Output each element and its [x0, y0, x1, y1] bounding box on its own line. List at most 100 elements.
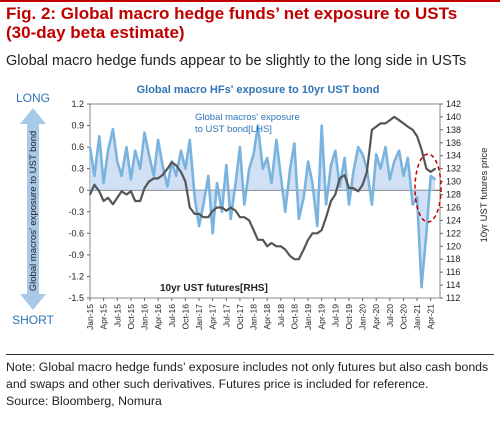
futures-point: [289, 255, 291, 257]
x-tick-label: Jan-17: [194, 304, 204, 330]
exposure-point: [225, 164, 228, 166]
x-tick-label: Jan-15: [85, 304, 95, 330]
exposure-point: [243, 203, 246, 206]
exposure-point: [248, 167, 251, 170]
x-tick-label: Jan-20: [358, 304, 368, 330]
futures-point: [257, 239, 259, 241]
note-text: Note: Global macro hedge funds’ exposure…: [6, 360, 489, 391]
exposure-point: [289, 167, 291, 170]
futures-point: [93, 184, 96, 186]
exposure-point: [89, 146, 91, 149]
exposure-point: [129, 178, 132, 181]
exposure-point: [425, 232, 428, 235]
futures-point: [330, 200, 332, 202]
exposure-point: [279, 174, 282, 177]
futures-point: [207, 216, 210, 218]
exposure-point: [120, 174, 123, 177]
right-tick-label: 132: [446, 164, 461, 174]
left-tick-label: -1.2: [68, 271, 84, 281]
exposure-point: [311, 182, 314, 184]
long-label: LONG: [16, 91, 50, 105]
footer-note: Note: Global macro hedge funds’ exposure…: [6, 359, 494, 410]
futures-point: [107, 196, 109, 199]
exposure-point: [216, 182, 218, 184]
x-tick-label: Jan-18: [249, 304, 259, 330]
exposure-point: [302, 196, 305, 199]
exposure-point: [175, 174, 178, 177]
exposure-point: [221, 210, 223, 213]
exposure-point: [325, 203, 327, 206]
exposure-point: [157, 139, 160, 141]
right-tick-label: 140: [446, 112, 461, 122]
futures-point: [366, 171, 368, 173]
exposure-point: [384, 146, 387, 149]
futures-point: [89, 193, 91, 196]
futures-point: [98, 190, 101, 193]
exposure-point: [193, 196, 196, 199]
futures-point: [307, 239, 309, 241]
exposure-point: [252, 153, 255, 156]
exposure-point: [93, 174, 96, 177]
futures-point: [284, 248, 286, 251]
exposure-point: [134, 149, 137, 152]
futures-point: [125, 193, 128, 196]
chart-title: Global macro HFs' exposure to 10yr UST b…: [137, 84, 380, 96]
futures-point: [398, 119, 400, 121]
exposure-point: [188, 139, 191, 141]
exposure-point: [107, 149, 109, 152]
footer-divider: [6, 354, 494, 355]
futures-point: [311, 232, 314, 235]
futures-point: [134, 200, 137, 202]
x-tick-label: Jul-17: [221, 304, 231, 327]
left-tick-label: -0.3: [68, 207, 84, 217]
arrow-shape: [20, 108, 46, 310]
legend-exposure-line1: Global macros' exposure: [195, 112, 300, 123]
exposure-point: [361, 153, 364, 156]
page-title: Fig. 2: Global macro hedge funds’ net ex…: [6, 4, 458, 42]
left-axis-label: Global macros' exposure to UST bond: [28, 131, 39, 292]
right-tick-label: 138: [446, 125, 461, 135]
exposure-point: [348, 203, 350, 206]
exposure-point: [375, 153, 378, 156]
futures-point: [211, 209, 214, 212]
exposure-point: [352, 171, 355, 174]
futures-point: [152, 177, 155, 180]
exposure-point: [334, 149, 337, 152]
futures-point: [239, 216, 241, 218]
futures-point: [157, 177, 159, 180]
exposure-point: [111, 128, 114, 131]
plot-area: 1.2 0.9 0.6 0.3 0 -0.3 -0.6 -0.9 -1.2 -1.5 142 140 1…: [68, 99, 461, 330]
exposure-point: [234, 182, 237, 184]
futures-point: [248, 219, 250, 222]
exposure-point: [139, 167, 142, 170]
exposure-point: [402, 174, 405, 177]
exposure-point: [261, 167, 264, 170]
futures-point: [293, 258, 296, 260]
futures-point: [434, 167, 436, 170]
futures-point: [193, 213, 196, 215]
exposure-point: [270, 182, 273, 184]
futures-point: [270, 242, 273, 244]
futures-point: [225, 209, 228, 212]
right-tick-label: 122: [446, 228, 461, 238]
right-tick-label: 124: [446, 215, 461, 225]
legend-futures: 10yr UST futures[RHS]: [160, 283, 268, 294]
exposure-point: [198, 225, 200, 228]
futures-point: [425, 167, 428, 170]
legend-exposure-line2: to UST bond[LHS]: [195, 124, 272, 135]
exposure-point: [147, 153, 150, 156]
right-axis-label: 10yr UST futures price: [479, 148, 490, 243]
futures-point: [371, 129, 373, 131]
futures-point: [343, 174, 346, 176]
x-tick-label: Jul-16: [167, 304, 177, 327]
futures-point: [234, 209, 237, 212]
x-tick-label: Oct-20: [398, 304, 408, 330]
exposure-point: [388, 178, 391, 181]
exposure-point: [398, 149, 401, 152]
exposure-point: [393, 160, 396, 163]
x-tick-label: Jan-21: [412, 304, 422, 330]
exposure-point: [143, 131, 146, 134]
short-label: SHORT: [12, 313, 54, 327]
futures-point: [148, 180, 150, 183]
right-tick-label: 136: [446, 138, 461, 148]
